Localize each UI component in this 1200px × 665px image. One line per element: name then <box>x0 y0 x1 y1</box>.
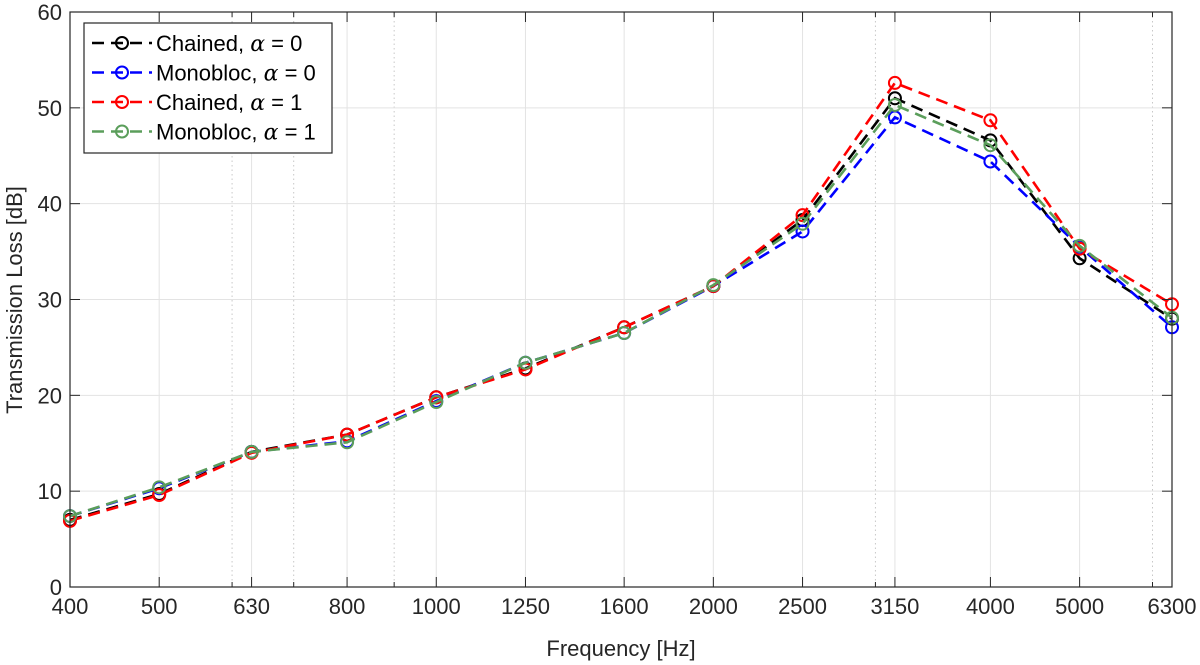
series-lines <box>63 75 1179 528</box>
x-tick-label: 6300 <box>1148 594 1197 619</box>
legend-swatch-marker <box>115 124 129 139</box>
data-point <box>983 138 998 153</box>
legend-item: Monobloc, α = 0 <box>92 61 316 87</box>
legend-box <box>83 22 333 154</box>
axis-ticks <box>69 11 1173 588</box>
legend-label-symbol: α <box>264 62 279 87</box>
legend-swatch-marker <box>115 36 129 50</box>
data-point <box>706 278 721 293</box>
legend-item: Monobloc, α = 1 <box>92 120 316 146</box>
data-point <box>795 216 810 231</box>
x-tick-label: 3150 <box>870 594 919 619</box>
legend-label-suffix: = 0 <box>278 61 315 86</box>
data-point <box>617 326 632 341</box>
legend-label-prefix: Chained, <box>156 90 250 115</box>
x-tick-label: 1250 <box>501 594 550 619</box>
data-point <box>983 113 998 128</box>
x-tick-label: 400 <box>52 594 89 619</box>
y-tick-label: 0 <box>50 575 62 600</box>
data-point <box>244 444 259 459</box>
data-point <box>1072 238 1087 253</box>
x-tick-label: 2000 <box>689 594 738 619</box>
x-axis-title: Frequency [Hz] <box>546 636 695 661</box>
legend-label-symbol: α <box>250 32 265 57</box>
legend-label-prefix: Monobloc, <box>156 61 264 86</box>
data-point <box>983 154 998 169</box>
data-point <box>795 224 810 239</box>
y-tick-label: 10 <box>38 479 62 504</box>
legend-label: Monobloc, α = 1 <box>156 120 316 146</box>
legend-label-suffix: = 1 <box>265 90 302 115</box>
x-tick-label: 630 <box>233 594 270 619</box>
x-tick-label: 5000 <box>1055 594 1104 619</box>
x-tick-label: 2500 <box>778 594 827 619</box>
legend-label: Monobloc, α = 0 <box>156 61 316 87</box>
legend-item: Chained, α = 1 <box>92 90 302 116</box>
y-tick-label: 50 <box>38 96 62 121</box>
legend-item: Chained, α = 0 <box>92 31 302 57</box>
legend-label: Chained, α = 0 <box>156 31 302 57</box>
legend-label-prefix: Monobloc, <box>156 120 264 145</box>
y-tick-label: 30 <box>38 288 62 313</box>
y-tick-label: 20 <box>38 383 62 408</box>
legend-swatch-marker <box>115 95 129 109</box>
y-axis-title: Transmission Loss [dB] <box>2 186 27 414</box>
series-line <box>69 103 1173 518</box>
legend-label-symbol: α <box>250 91 265 116</box>
data-point <box>887 75 902 90</box>
legend-label-prefix: Chained, <box>156 31 250 56</box>
tick-labels: 400 500 630 800 1000 1250 1600 2000 2500 3150 4000… <box>38 0 1197 619</box>
data-point <box>887 91 902 106</box>
y-tick-label: 40 <box>38 192 62 217</box>
legend-label-symbol: α <box>264 121 279 146</box>
data-point <box>152 488 167 502</box>
data-point <box>429 395 444 410</box>
data-point <box>887 97 902 112</box>
x-tick-label: 500 <box>141 594 178 619</box>
x-tick-label: 800 <box>329 594 366 619</box>
data-point <box>617 320 632 335</box>
legend-label: Chained, α = 1 <box>156 90 302 116</box>
data-point <box>518 355 533 370</box>
x-tick-label: 1600 <box>600 594 649 619</box>
y-tick-label: 60 <box>38 0 62 25</box>
data-point <box>340 435 355 450</box>
legend-label-suffix: = 0 <box>265 31 302 56</box>
data-point <box>340 427 355 442</box>
data-point <box>152 480 167 495</box>
legend-swatch-marker <box>115 65 129 80</box>
x-tick-label: 1000 <box>412 594 461 619</box>
x-tick-label: 4000 <box>966 594 1015 619</box>
legend-label-suffix: = 1 <box>278 120 315 145</box>
series-4 <box>63 97 1179 524</box>
